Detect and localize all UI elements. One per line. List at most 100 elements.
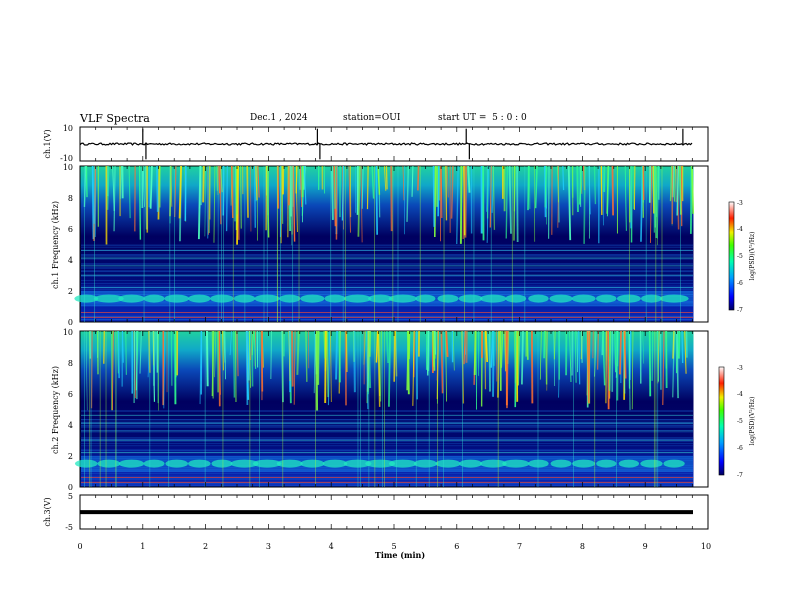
sferic-streak: [505, 165, 509, 239]
ch3-ytick-bottom: -5: [65, 523, 73, 532]
emission-blob: [300, 459, 325, 468]
sferic-streak: [583, 165, 586, 244]
tick-marks: [79, 127, 709, 529]
sferic-streak: [662, 330, 665, 406]
sferic-streak: [484, 330, 489, 363]
sferic-streak: [527, 165, 530, 211]
sferic-streak: [383, 165, 387, 191]
sferic-streak: [295, 165, 298, 233]
sferic-streak: [353, 330, 356, 393]
sferic-streak: [596, 330, 599, 370]
sferic-streak: [588, 165, 591, 215]
sferic-streak: [426, 330, 430, 376]
sferic-streak: [655, 165, 659, 217]
sferic-streak: [432, 165, 435, 227]
ch2-cbar-tick-5: -5: [737, 418, 743, 425]
sferic-streak: [240, 165, 242, 229]
sferic-streak: [111, 330, 114, 411]
sferic-streak: [251, 330, 254, 387]
sferic-streak: [445, 165, 448, 221]
emission-blob: [596, 459, 617, 468]
sferic-streak: [330, 330, 332, 403]
emission-blob: [413, 459, 438, 468]
emission-blob: [324, 294, 346, 303]
sferic-streak: [486, 165, 489, 212]
emission-blob: [596, 294, 617, 303]
emission-blob: [97, 459, 121, 468]
ch1-cbar-tick-4: -4: [737, 226, 743, 233]
sferic-streak: [375, 165, 378, 235]
sferic-streak: [534, 165, 538, 209]
ch2-spectrogram-panel: 0 2 4 6 8 10 ch.2 Frequency (kHz) -3 -4 …: [51, 328, 756, 492]
x-axis-label: Time (min): [375, 550, 425, 560]
sferic-streak: [586, 330, 590, 404]
emission-blob: [640, 459, 663, 468]
sferic-streak: [327, 330, 331, 406]
ch2-spec-ylabel: ch.2 Frequency (kHz): [51, 366, 60, 454]
sferic-streak: [463, 330, 466, 365]
ch2-cbar-tick-4: -4: [737, 391, 743, 398]
ch1-ylabel: ch.1(V): [43, 129, 52, 158]
emission-blob: [188, 294, 211, 303]
sferic-streak: [184, 165, 187, 221]
sferic-streak: [85, 330, 88, 411]
sferic-streak: [292, 165, 296, 242]
sferic-streak: [371, 165, 375, 199]
sferic-streak: [217, 165, 221, 194]
sferic-streak: [684, 330, 687, 374]
emission-blob: [571, 294, 596, 303]
ch2-cbar-tick-7: -7: [737, 472, 743, 479]
sferic-streak: [379, 330, 382, 402]
sferic-streak: [357, 165, 361, 237]
ch1-spec-ytick-0: 0: [68, 318, 73, 327]
sferic-streak: [257, 165, 260, 198]
sferic-streak: [578, 165, 583, 205]
emission-blob: [388, 459, 417, 468]
emission-blob: [365, 459, 396, 468]
sferic-streak: [437, 165, 440, 217]
sferic-streak: [117, 330, 119, 374]
ch2-spec-ytick-10: 10: [63, 328, 73, 337]
x-axis: 0 1 2 3 4 5 6 7 8 9 10 Time (min): [77, 542, 711, 560]
ch1-spec-yticks: 0 2 4 6 8 10: [63, 163, 73, 327]
sferic-streak: [218, 330, 221, 395]
emission-blob: [502, 459, 530, 468]
sferic-streak: [669, 165, 673, 202]
ch1-cbar-tick-3: -3: [737, 200, 743, 207]
sferic-streak: [623, 330, 627, 379]
sferic-streak: [464, 165, 468, 238]
sferic-streak: [385, 165, 388, 190]
sferic-streak: [691, 165, 695, 214]
ch2-spectrogram-image: [74, 330, 694, 487]
sferic-streak: [393, 330, 396, 382]
emission-blob: [458, 294, 483, 303]
emission-blob: [616, 294, 641, 303]
emission-blob: [572, 459, 596, 468]
emission-blob: [641, 294, 662, 303]
emission-blob: [550, 459, 572, 468]
sferic-streak: [649, 165, 653, 243]
emission-blob: [528, 294, 549, 303]
emission-blob: [415, 294, 436, 303]
sferic-streak: [385, 330, 390, 364]
sferic-streak: [445, 330, 449, 357]
sferic-streak: [170, 165, 173, 207]
sferic-streak: [199, 330, 202, 405]
xtick-4: 4: [329, 542, 334, 551]
sferic-streak: [406, 165, 410, 222]
sferic-streak: [139, 330, 142, 374]
sferic-streak: [112, 165, 115, 212]
sferic-streak: [216, 165, 218, 191]
sferic-streak: [315, 330, 319, 411]
sferic-streak: [619, 330, 622, 375]
ch1-cbar-tick-7: -7: [737, 307, 743, 314]
sferic-streak: [125, 330, 127, 375]
sferic-streak: [323, 330, 326, 359]
sferic-streak: [648, 330, 652, 397]
sferic-streak: [390, 165, 393, 232]
sferic-streak: [113, 165, 116, 232]
xtick-7: 7: [517, 542, 522, 551]
sferic-streak: [545, 330, 548, 385]
sferic-streak: [174, 330, 177, 378]
sferic-streak: [593, 165, 597, 205]
